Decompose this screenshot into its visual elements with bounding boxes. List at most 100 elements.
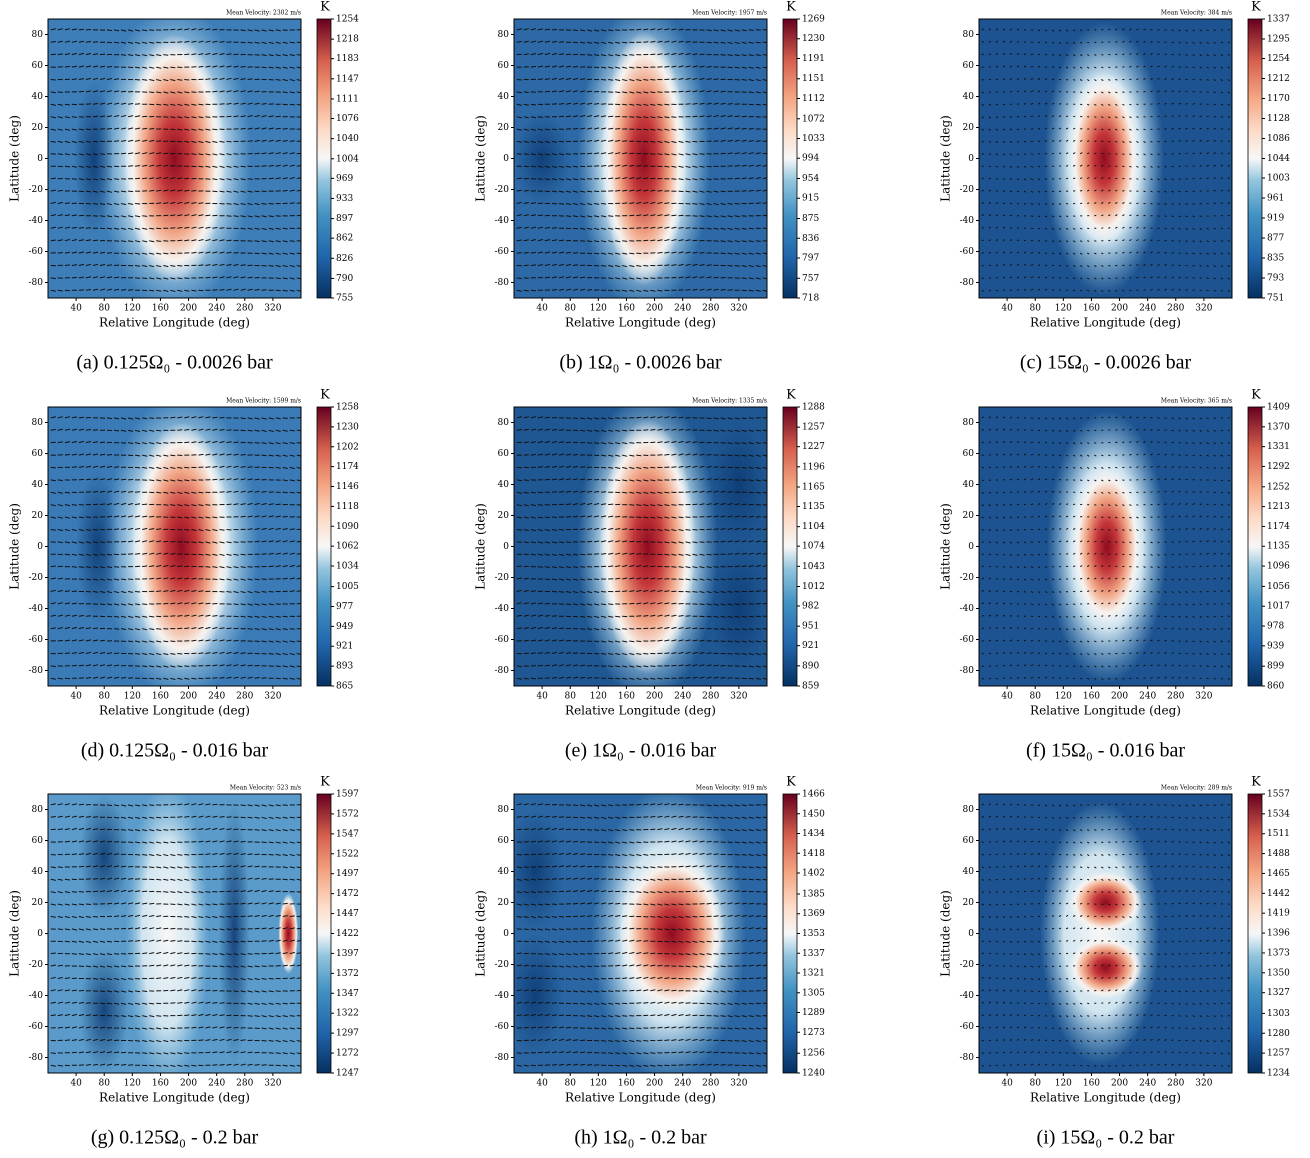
y-axis-label: Latitude (deg) (8, 115, 22, 202)
annotation: Mean Velocity: 1599 m/s (226, 398, 301, 405)
y-tick-label: 60 (963, 836, 975, 846)
colorbar-tick-label: 949 (336, 622, 353, 632)
colorbar-tick-label: 1450 (802, 809, 825, 819)
colorbar-tick-label: 1112 (802, 94, 825, 104)
wind-arrows (516, 416, 767, 680)
colorbar-tick-label: 1347 (336, 989, 359, 999)
x-tick-label: 200 (646, 1079, 663, 1089)
x-tick-label: 200 (646, 692, 663, 702)
y-tick-label: 20 (963, 511, 975, 521)
colorbar-tick-label: 1034 (336, 562, 359, 572)
colorbar-tick-label: 1337 (1267, 15, 1290, 25)
panel: 40 80 120 160 200 240 280 320 -80 -60 -40 -20 0 20 40 6… (474, 0, 826, 374)
colorbar-tick-label: 1183 (336, 54, 359, 64)
y-tick-label: -60 (29, 1022, 44, 1032)
x-tick-label: 80 (564, 304, 576, 314)
field-region (123, 34, 226, 283)
x-tick-label: 160 (152, 692, 169, 702)
y-tick-label: 60 (32, 449, 44, 459)
colorbar-tick-label: 1104 (802, 522, 825, 532)
colorbar-tick-label: 1331 (1267, 442, 1290, 452)
colorbar-tick-label: 1256 (802, 1049, 825, 1059)
colorbar-tick-label: 1288 (802, 403, 825, 413)
x-axis-label: Relative Longitude (deg) (99, 1091, 250, 1105)
colorbar-tick-label: 1202 (336, 442, 359, 452)
y-axis-label: Latitude (deg) (8, 890, 22, 977)
colorbar (316, 406, 332, 687)
y-tick-label: 20 (498, 898, 510, 908)
colorbar-tick-label: 977 (336, 602, 353, 612)
y-tick-label: 40 (963, 867, 975, 877)
panel-caption: (f) 15Ω₀ - 0.016 bar (1026, 740, 1185, 762)
colorbar-tick-label: 1488 (1267, 849, 1290, 859)
panel: 40 80 120 160 200 240 280 320 -80 -60 -40 -20 0 20 40 6… (939, 388, 1291, 762)
colorbar (316, 793, 332, 1074)
y-tick-label: 80 (963, 805, 975, 815)
y-tick-label: -20 (495, 185, 510, 195)
colorbar-tick-label: 1090 (336, 522, 359, 532)
x-tick-label: 240 (1139, 1079, 1156, 1089)
x-tick-label: 320 (264, 304, 281, 314)
panel-caption: (e) 1Ω₀ - 0.016 bar (565, 740, 717, 762)
wind-arrows (50, 416, 301, 680)
x-tick-label: 200 (1111, 304, 1128, 314)
colorbar-tick-label: 1151 (802, 74, 825, 84)
y-tick-label: 60 (498, 836, 510, 846)
colorbar-tick-label: 860 (1267, 682, 1284, 692)
y-tick-label: 60 (963, 449, 975, 459)
colorbar-tick-label: 1409 (1267, 403, 1290, 413)
y-tick-label: 20 (32, 123, 44, 133)
field-region (1068, 936, 1143, 999)
field-region (599, 419, 696, 674)
x-tick-label: 280 (1167, 1079, 1184, 1089)
x-tick-label: 240 (1139, 692, 1156, 702)
y-tick-label: 20 (963, 123, 975, 133)
y-tick-label: 40 (32, 92, 44, 102)
colorbar-tick-label: 1128 (1267, 114, 1290, 124)
field-region (514, 809, 564, 934)
y-tick-label: -60 (29, 635, 44, 645)
y-tick-label: -40 (29, 604, 44, 614)
x-tick-label: 40 (1001, 1079, 1013, 1089)
colorbar-tick-label: 1303 (1267, 1009, 1290, 1019)
y-tick-label: 0 (503, 154, 509, 164)
colorbar-tick-label: 1373 (1267, 948, 1290, 958)
x-tick-label: 120 (1055, 692, 1072, 702)
y-axis-label: Latitude (deg) (939, 890, 953, 977)
y-tick-label: 60 (498, 61, 510, 71)
x-tick-label: 40 (70, 304, 82, 314)
x-tick-label: 200 (180, 304, 197, 314)
colorbar-tick-label: 1227 (802, 442, 825, 452)
y-tick-label: 80 (498, 805, 510, 815)
panel-caption: (g) 0.125Ω₀ - 0.2 bar (91, 1127, 259, 1149)
colorbar-tick-label: 1289 (802, 1008, 825, 1018)
colorbar-tick-label: 1212 (1267, 74, 1290, 84)
y-tick-label: -20 (29, 573, 44, 583)
annotation: Mean Velocity: 523 m/s (230, 785, 301, 792)
x-tick-label: 40 (536, 1079, 548, 1089)
colorbar-label: K (1251, 388, 1261, 403)
panel-caption: (b) 1Ω₀ - 0.0026 bar (559, 352, 722, 374)
y-tick-label: 80 (32, 805, 44, 815)
y-tick-label: -40 (495, 216, 510, 226)
colorbar-tick-label: 1442 (1267, 889, 1290, 899)
x-tick-label: 40 (1001, 304, 1013, 314)
field-region (1068, 871, 1143, 934)
colorbar-tick-label: 1240 (802, 1069, 825, 1079)
colorbar-tick-label: 1465 (1267, 869, 1290, 879)
colorbar-tick-label: 951 (802, 622, 819, 632)
x-tick-label: 160 (1083, 304, 1100, 314)
y-tick-label: 0 (37, 929, 43, 939)
x-tick-label: 200 (1111, 692, 1128, 702)
colorbar-label: K (320, 0, 330, 15)
x-tick-label: 120 (590, 1079, 607, 1089)
x-tick-label: 160 (618, 1079, 635, 1089)
y-axis-label: Latitude (deg) (474, 503, 488, 590)
colorbar-tick-label: 1272 (336, 1049, 359, 1059)
colorbar-tick-label: 835 (1267, 254, 1284, 264)
colorbar-tick-label: 1254 (1267, 54, 1290, 64)
colorbar-tick-label: 757 (802, 274, 819, 284)
x-tick-label: 280 (702, 692, 719, 702)
colorbar-tick-label: 1295 (1267, 34, 1290, 44)
